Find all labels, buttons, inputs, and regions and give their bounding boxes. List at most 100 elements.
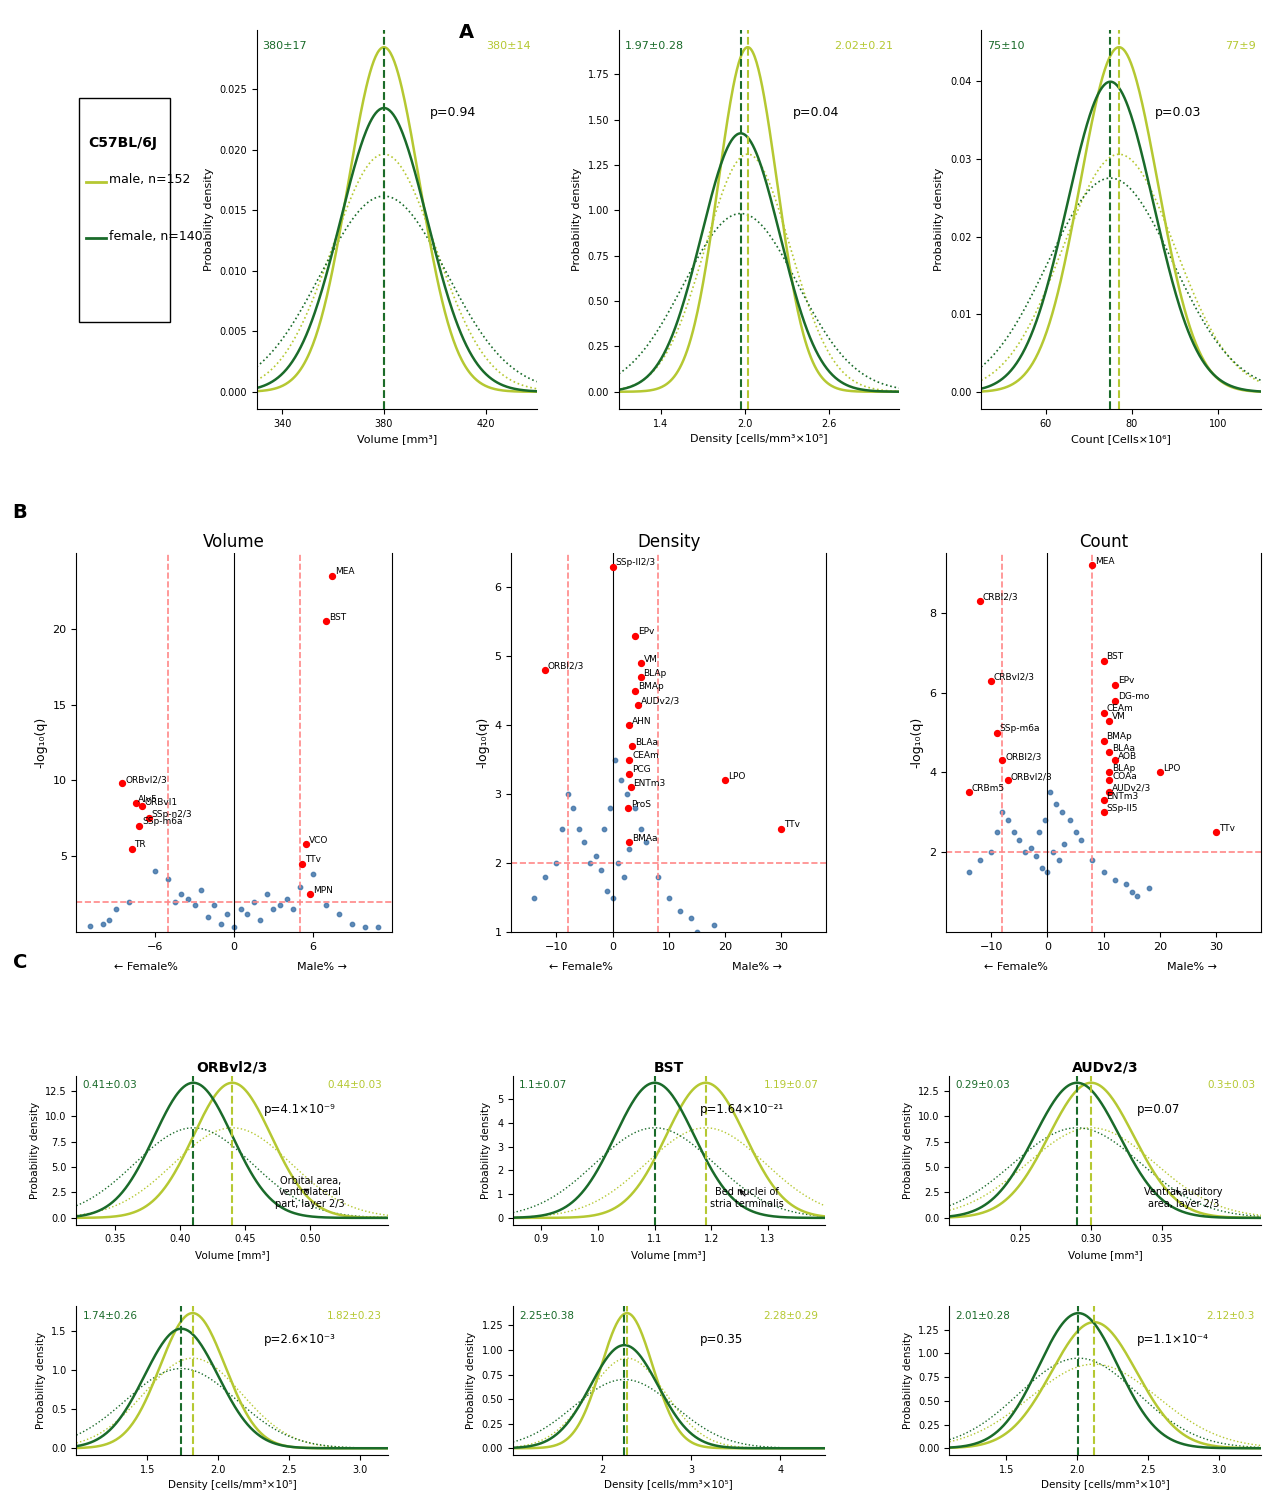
Point [610,768,631,792]
Title: ORBvl2/3: ORBvl2/3 [196,1060,268,1076]
Point [171,882,191,906]
Text: p=2.6×10⁻³: p=2.6×10⁻³ [264,1334,335,1346]
Title: AUDv2/3: AUDv2/3 [1071,1060,1139,1076]
X-axis label: Volume [mm³]: Volume [mm³] [632,1250,706,1260]
Text: male, n=152: male, n=152 [108,172,190,186]
Text: 75±10: 75±10 [987,42,1024,51]
Point [1014,840,1034,864]
Text: Ventral auditory
area, layer 2/3: Ventral auditory area, layer 2/3 [1144,1186,1223,1209]
Point [197,904,218,928]
Point [958,859,978,883]
Point [218,902,238,926]
Point [647,865,668,889]
Text: p=0.35: p=0.35 [699,1334,743,1346]
Point [628,693,648,717]
Point [1004,821,1024,844]
Text: 2.25±0.38: 2.25±0.38 [520,1311,575,1322]
Point [1093,648,1113,672]
Point [1054,833,1074,856]
Point [1105,672,1125,696]
Point [139,807,159,831]
Point [289,874,310,898]
Text: BMAp: BMAp [638,682,664,692]
Text: p=4.1×10⁻⁹: p=4.1×10⁻⁹ [264,1102,335,1116]
Text: Male% →: Male% → [1167,962,1217,972]
Point [129,815,149,839]
Text: p=0.04: p=0.04 [792,106,838,118]
Point [703,914,724,938]
Point [1093,801,1113,825]
Text: AUDv2/3: AUDv2/3 [1112,784,1152,794]
Point [986,720,1006,744]
Text: A: A [459,22,474,42]
Text: ← Female%: ← Female% [549,962,613,972]
Text: B: B [13,503,28,522]
Text: AOB: AOB [1117,752,1136,760]
Point [1105,688,1125,712]
X-axis label: Density [cells/mm³×10⁵]: Density [cells/mm³×10⁵] [168,1480,297,1491]
Point [580,850,600,874]
Point [256,882,276,906]
Text: Male% →: Male% → [297,962,348,972]
Text: ENTm3: ENTm3 [633,778,665,788]
X-axis label: Count [Cells×10⁶]: Count [Cells×10⁶] [1071,435,1171,444]
Text: ORBl2/3: ORBl2/3 [1005,752,1042,760]
Text: C57BL/6J: C57BL/6J [88,136,157,150]
Point [112,771,132,795]
Point [614,865,634,889]
Point [231,897,251,921]
Point [1071,828,1092,852]
Point [1082,847,1102,871]
Text: ProS: ProS [631,800,651,808]
Point [79,914,99,938]
Point [568,816,589,840]
Text: BST: BST [329,614,345,622]
Point [303,862,324,886]
Point [586,844,606,868]
Point [557,782,577,806]
Point [618,796,638,820]
Point [329,902,349,926]
Point [210,912,231,936]
Point [1099,708,1120,732]
Text: 0.41±0.03: 0.41±0.03 [83,1080,138,1090]
Text: 0.29±0.03: 0.29±0.03 [956,1080,1010,1090]
Y-axis label: -log₁₀(q): -log₁₀(q) [34,717,47,768]
X-axis label: Density [cells/mm³×10⁵]: Density [cells/mm³×10⁵] [1041,1480,1170,1491]
Y-axis label: Probability density: Probability density [36,1332,46,1430]
Point [93,912,113,936]
Text: 0.44±0.03: 0.44±0.03 [327,1080,382,1090]
Point [1043,840,1064,864]
Point [687,920,707,944]
Point [1099,741,1120,765]
Point [986,821,1006,844]
Text: TR: TR [134,840,147,849]
Point [619,747,640,771]
Text: Male% →: Male% → [733,962,782,972]
Text: ORBvl2/3: ORBvl2/3 [1010,772,1052,782]
Y-axis label: Probability density: Probability density [29,1102,39,1198]
Point [970,847,990,871]
Point [992,801,1013,825]
Point [1009,828,1029,852]
Y-axis label: Probability density: Probability density [482,1102,492,1198]
Point [145,859,166,883]
Text: TTv: TTv [1219,824,1235,833]
Point [563,796,583,820]
Text: BLAa: BLAa [634,738,659,747]
Text: VCO: VCO [310,836,329,844]
Text: TTv: TTv [304,855,321,864]
Text: BMAa: BMAa [632,834,657,843]
Point [1049,847,1069,871]
Text: BLAp: BLAp [643,669,666,678]
Text: Orbital area,
ventrolateral
part, layer 2/3: Orbital area, ventrolateral part, layer … [275,1176,345,1209]
X-axis label: Density [cells/mm³×10⁵]: Density [cells/mm³×10⁵] [691,435,828,444]
Point [118,890,139,914]
Point [296,833,316,856]
Point [600,796,620,820]
Point [619,762,640,786]
Point [191,878,211,902]
Text: female, n=140: female, n=140 [108,230,203,243]
Text: BLAa: BLAa [1112,744,1135,753]
Point [1040,780,1060,804]
